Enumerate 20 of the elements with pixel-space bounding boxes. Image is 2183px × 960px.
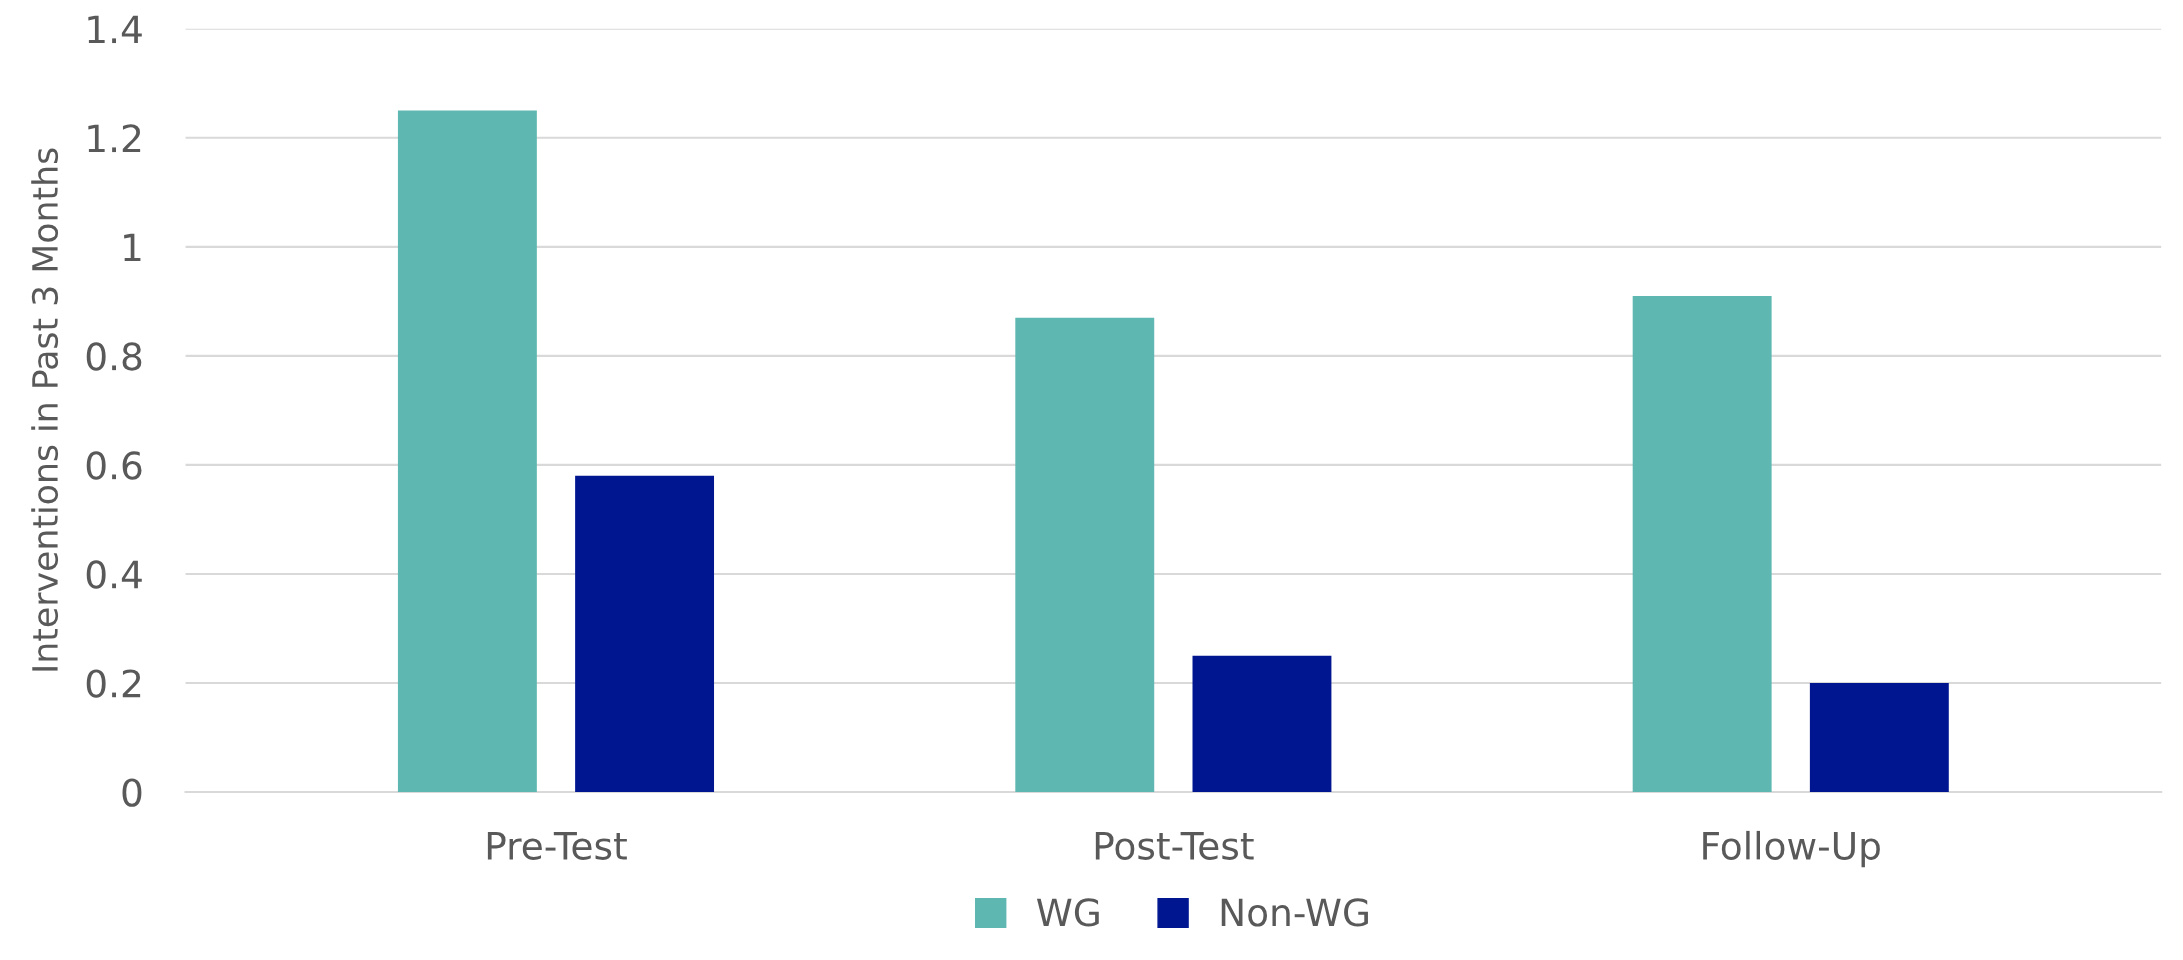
y-tick-label: 0 [122,778,142,807]
bar [1015,317,1155,792]
legend-label: WG [1036,898,1099,927]
y-tick-label: 0.6 [86,451,142,480]
x-tick-label: Follow-Up [1703,830,1880,868]
y-axis-title: Interventions in Past 3 Months [31,148,59,671]
bar [575,475,715,792]
x-tick-label: Post-Test [1095,832,1254,860]
x-tick-label: Pre-Test [487,832,627,860]
bar [1632,295,1772,792]
y-tick-label: 0.4 [86,560,142,589]
y-tick-label: 1 [124,233,141,262]
legend-label: Non-WG [1221,898,1368,927]
bar [397,110,537,792]
y-tick-label: 1.2 [88,124,141,153]
y-tick-label: 0.8 [86,342,142,371]
bar [1809,682,1949,792]
y-tick-label: 0.2 [86,669,141,698]
y-tick-label: 1.4 [88,15,142,44]
bar [1192,655,1332,792]
